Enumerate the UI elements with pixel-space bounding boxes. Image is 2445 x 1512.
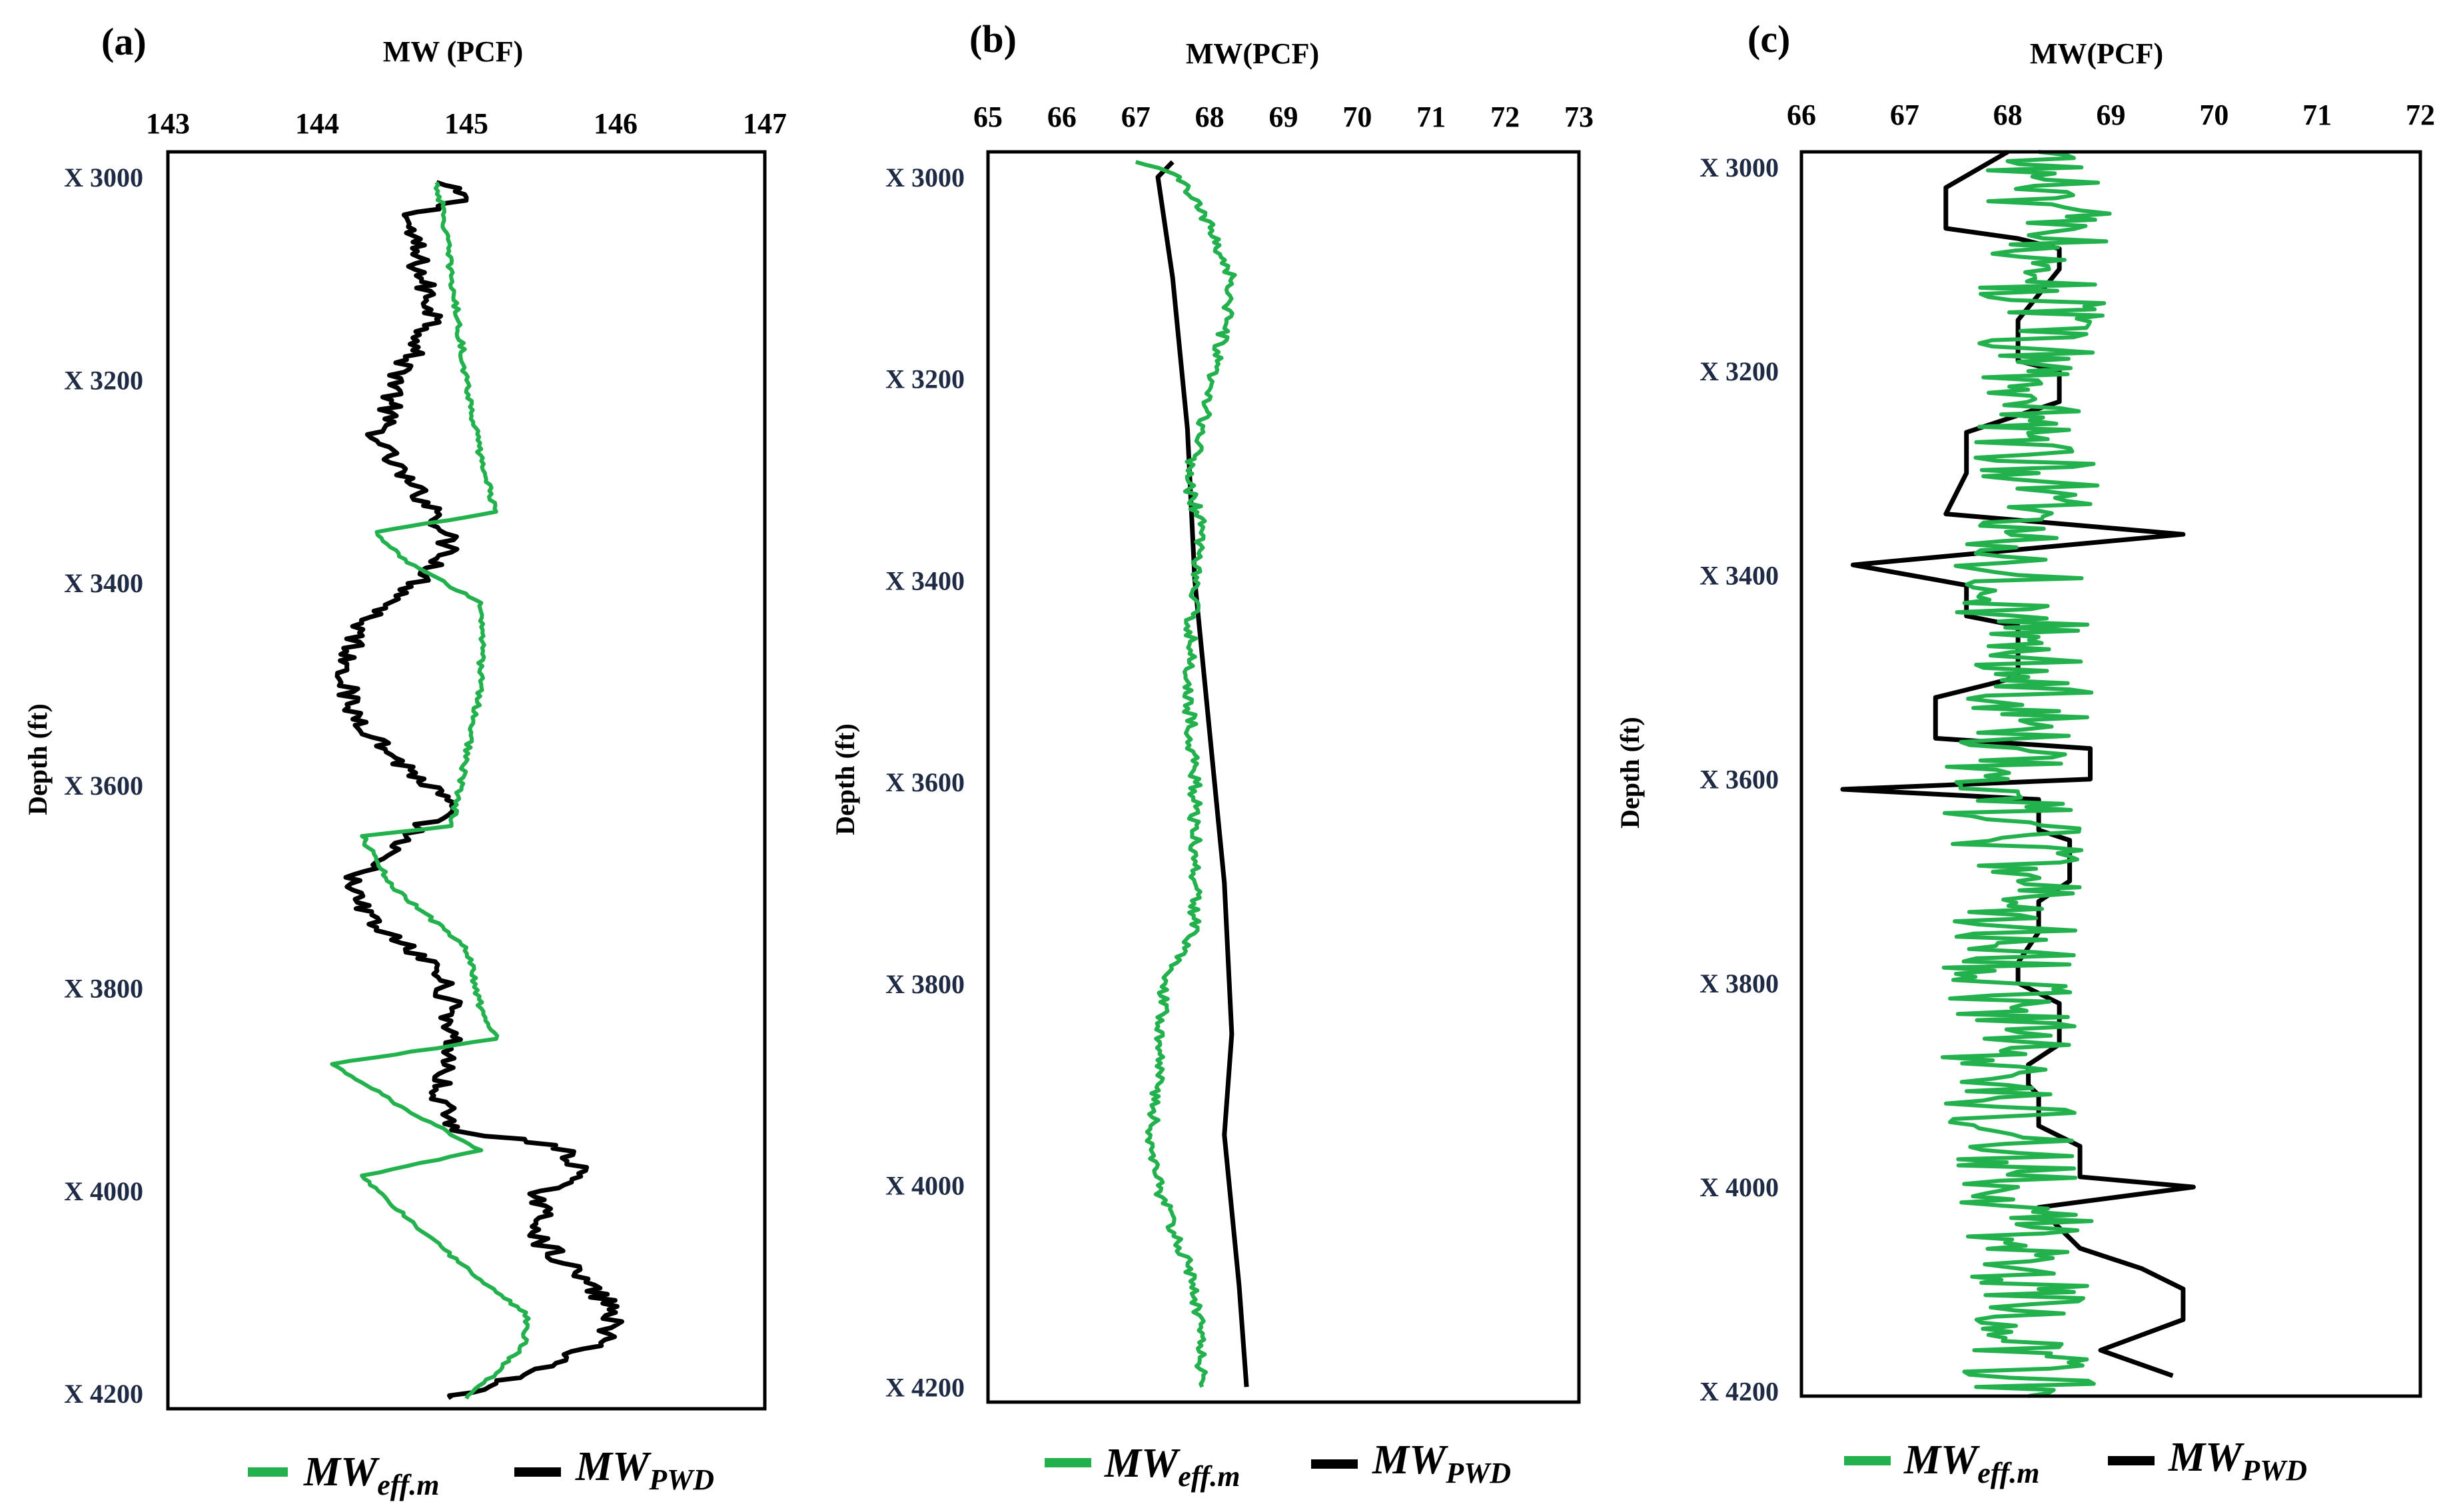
- panel-a: (a) MW (PCF) 143 144 145 146 147 X 3000 X 320…: [23, 20, 787, 1501]
- y-ticks-c: X 3000 X 3200 X 3400 X 3600 X 3800 X 4000 X 42…: [1700, 153, 1779, 1406]
- series-line-pwd: [334, 180, 624, 1400]
- x-tick-label: 72: [1490, 101, 1520, 133]
- series-layer-c: [1840, 149, 2196, 1398]
- y-tick-label: X 3600: [1700, 765, 1779, 795]
- legend-label-pwd-b: MWPWD: [1372, 1437, 1511, 1489]
- x-tick-label: 67: [1121, 101, 1151, 133]
- plot-frame-a: [166, 150, 767, 1411]
- y-ticks-b: X 3000 X 3200 X 3400 X 3600 X 3800 X 4000 X 42…: [885, 163, 965, 1402]
- y-tick-label: X 3200: [1700, 356, 1779, 386]
- legend-c: MWeff.m MWPWD: [1844, 1435, 2307, 1489]
- y-ticks-a: X 3000 X 3200 X 3400 X 3600 X 3800 X 4000 X 42…: [64, 163, 143, 1409]
- y-tick-label: X 4000: [1700, 1172, 1779, 1202]
- x-tick-label: 66: [1047, 101, 1077, 133]
- series-line-eff: [1940, 150, 2112, 1398]
- y-tick-label: X 4200: [1700, 1376, 1779, 1406]
- series-line-eff: [1135, 160, 1237, 1388]
- series-line-eff: [330, 181, 531, 1400]
- legend-label-eff-a: MWeff.m: [303, 1449, 440, 1501]
- y-tick-label: X 3400: [64, 568, 143, 598]
- x-tick-label: 68: [1993, 99, 2023, 131]
- y-tick-label: X 3600: [885, 767, 965, 797]
- y-tick-label: X 4000: [885, 1171, 965, 1201]
- x-tick-label: 71: [1416, 101, 1446, 133]
- y-tick-label: X 4200: [64, 1379, 143, 1409]
- x-tick-label: 143: [146, 107, 190, 140]
- y-tick-label: X 3000: [1700, 153, 1779, 183]
- y-tick-label: X 3600: [64, 771, 143, 801]
- x-tick-label: 65: [973, 101, 1003, 133]
- x-ticks-b: 65 66 67 68 69 70 71 72 73: [973, 101, 1594, 133]
- x-tick-label: 70: [2199, 99, 2228, 131]
- y-tick-label: X 3200: [885, 364, 965, 394]
- x-tick-label: 70: [1342, 101, 1372, 133]
- x-tick-label: 144: [295, 107, 339, 140]
- x-tick-label: 66: [1787, 99, 1816, 131]
- x-tick-label: 69: [1269, 101, 1298, 133]
- y-tick-label: X 3000: [885, 163, 965, 192]
- x-ticks-c: 66 67 68 69 70 71 72: [1787, 99, 2435, 131]
- x-tick-label: 69: [2097, 99, 2126, 131]
- y-tick-label: X 3400: [885, 566, 965, 595]
- x-tick-label: 67: [1890, 99, 1919, 131]
- x-tick-label: 71: [2302, 99, 2332, 131]
- series-layer-a: [330, 180, 624, 1400]
- legend-label-eff-b: MWeff.m: [1104, 1441, 1240, 1493]
- y-axis-label-a: Depth (ft): [23, 703, 53, 815]
- y-tick-label: X 3800: [885, 969, 965, 999]
- legend-label-pwd-a: MWPWD: [575, 1444, 714, 1496]
- y-axis-label-b: Depth (ft): [830, 723, 860, 835]
- legend-a: MWeff.m MWPWD: [248, 1444, 714, 1501]
- y-tick-label: X 3200: [64, 365, 143, 395]
- x-tick-label: 73: [1564, 101, 1594, 133]
- panel-label-b: (b): [969, 17, 1017, 61]
- legend-label-eff-c: MWeff.m: [1903, 1437, 2040, 1489]
- legend-label-pwd-c: MWPWD: [2168, 1435, 2307, 1487]
- y-tick-label: X 4200: [885, 1372, 965, 1402]
- x-tick-label: 72: [2406, 99, 2435, 131]
- y-tick-label: X 3400: [1700, 560, 1779, 590]
- plot-frame-c: [1799, 150, 2422, 1398]
- legend-b: MWeff.m MWPWD: [1045, 1437, 1511, 1493]
- x-axis-title-a: MW (PCF): [383, 35, 524, 68]
- x-axis-title-c: MW(PCF): [2030, 37, 2163, 70]
- y-tick-label: X 3800: [1700, 968, 1779, 998]
- x-tick-label: 147: [743, 107, 787, 140]
- y-axis-label-c: Depth (ft): [1615, 717, 1645, 829]
- plot-frame-b: [986, 150, 1581, 1404]
- panel-label-a: (a): [101, 20, 147, 63]
- series-line-pwd: [1155, 160, 1249, 1387]
- x-tick-label: 68: [1195, 101, 1224, 133]
- x-axis-title-b: MW(PCF): [1186, 37, 1319, 70]
- panel-label-c: (c): [1747, 17, 1790, 61]
- y-tick-label: X 3800: [64, 973, 143, 1003]
- y-tick-label: X 4000: [64, 1176, 143, 1206]
- x-tick-label: 145: [444, 107, 488, 140]
- y-tick-label: X 3000: [64, 163, 143, 192]
- series-layer-b: [1135, 160, 1249, 1388]
- x-ticks-a: 143 144 145 146 147: [146, 107, 787, 140]
- x-tick-label: 146: [594, 107, 638, 140]
